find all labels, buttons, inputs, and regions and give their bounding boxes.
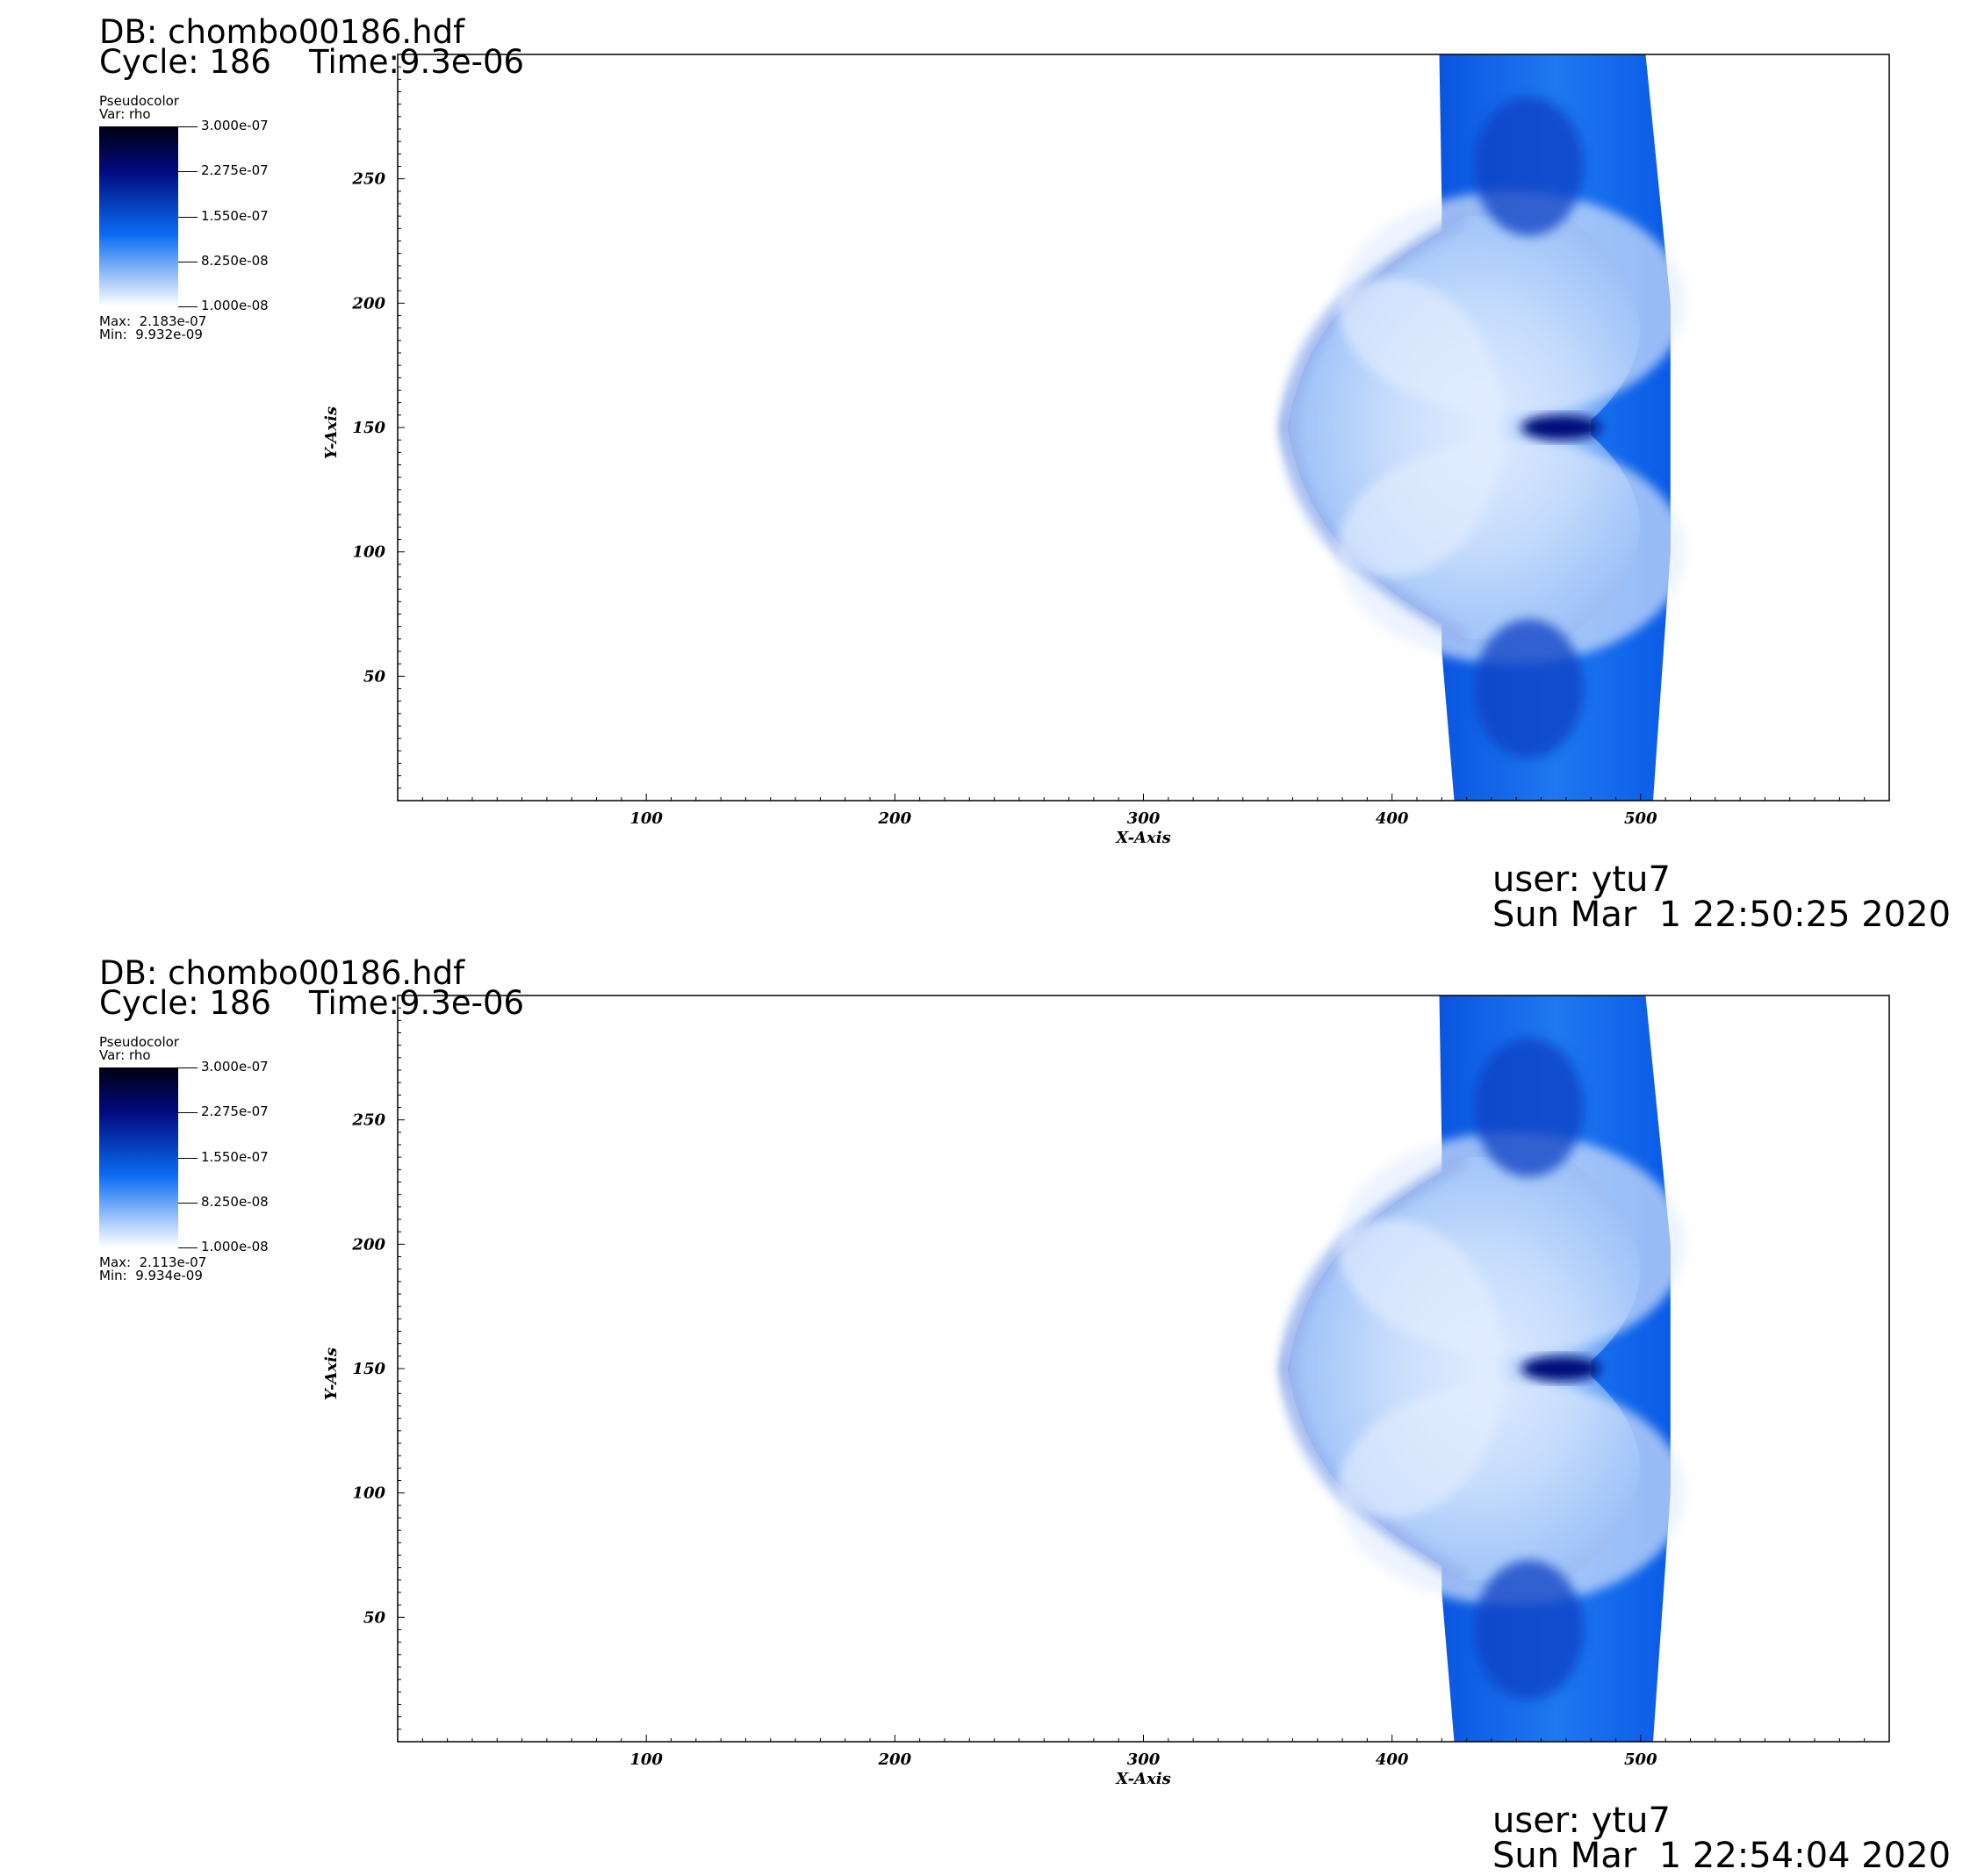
x-tick-label: 400: [1376, 809, 1409, 828]
x-tick-label: 200: [878, 1750, 912, 1769]
colorbar-tick-label: 8.250e-08: [201, 1193, 269, 1210]
legend-var: Var: rho: [99, 1047, 151, 1063]
colorbar: [99, 1067, 178, 1247]
time-label: Time:9.3e-06: [309, 43, 525, 81]
light-region: [1280, 278, 1505, 577]
date-label: Sun Mar 1 22:50:25 2020: [1492, 895, 1952, 935]
x-tick-label: 400: [1376, 1750, 1409, 1769]
y-axis-label: Y-Axis: [322, 406, 341, 459]
colorbar-tick-label: 3.000e-07: [201, 118, 269, 133]
y-tick-label: 150: [352, 1360, 385, 1378]
x-tick-label: 300: [1127, 1750, 1161, 1769]
plot-panel-1: DB: chombo00186.hdf Cycle: 186 Time:9.3e…: [0, 0, 1970, 932]
colorbar-tick-mark: [178, 306, 198, 307]
colorbar-tick-mark: [178, 126, 198, 127]
legend-title: Pseudocolor: [99, 1034, 179, 1050]
vortex: [1474, 97, 1584, 236]
y-tick-label: 50: [363, 1608, 386, 1627]
plot-panel-2: DB: chombo00186.hdf Cycle: 186 Time:9.3e…: [0, 941, 1970, 1873]
colorbar-tick-label: 8.250e-08: [201, 252, 269, 269]
colorbar-tick-label: 3.000e-07: [201, 1059, 269, 1075]
colorbar-tick-label: 1.000e-08: [201, 298, 269, 313]
date-label: Sun Mar 1 22:54:04 2020: [1492, 1836, 1952, 1876]
colorbar-tick-label: 1.000e-08: [201, 1239, 269, 1254]
colorbar: [99, 126, 178, 306]
y-tick-label: 150: [352, 419, 385, 437]
x-tick-label: 500: [1624, 809, 1657, 828]
colorbar-tick-mark: [178, 1247, 198, 1248]
y-tick-label: 200: [351, 1235, 385, 1254]
y-tick-label: 50: [363, 667, 386, 686]
legend-var: Var: rho: [99, 106, 151, 122]
x-tick-label: 100: [629, 809, 663, 828]
time-label: Time:9.3e-06: [309, 984, 525, 1022]
db-label: DB: chombo00186.hdf: [99, 954, 465, 992]
legend-max: Max: 2.113e-07: [99, 1254, 207, 1270]
vortex: [1474, 1038, 1584, 1177]
plot-area: 100 200 300 400 500 X-Axis 50 100 150 200 250 Y-Axi…: [322, 54, 1890, 847]
legend-min: Min: 9.934e-09: [99, 1268, 203, 1283]
y-tick-label: 200: [351, 294, 385, 313]
cycle-label: Cycle: 186: [99, 984, 271, 1022]
colorbar-tick-mark: [178, 171, 198, 173]
y-tick-label: 100: [352, 543, 385, 562]
y-tick-label: 100: [352, 1484, 385, 1503]
colorbar-tick-label: 1.550e-07: [201, 207, 269, 224]
central-jet: [1521, 414, 1601, 441]
legend-title: Pseudocolor: [99, 93, 179, 109]
x-tick-label: 500: [1624, 1750, 1657, 1769]
light-region: [1280, 1219, 1505, 1518]
plot-area: 100 200 300 400 500 X-Axis 50 100 150 200 250 Y-Axi…: [322, 995, 1890, 1788]
vortex: [1474, 619, 1584, 758]
legend-min: Min: 9.932e-09: [99, 327, 203, 342]
density-field: [1280, 54, 1686, 801]
cycle-label: Cycle: 186: [99, 43, 271, 81]
db-label: DB: chombo00186.hdf: [99, 13, 465, 51]
y-axis-label: Y-Axis: [322, 1348, 341, 1400]
colorbar-tick-label: 2.275e-07: [201, 1103, 269, 1120]
colorbar-tick-mark: [178, 1157, 198, 1159]
x-tick-label: 100: [629, 1750, 663, 1769]
x-axis-label: X-Axis: [1115, 1770, 1170, 1788]
colorbar-tick-mark: [178, 1067, 198, 1068]
colorbar-tick-mark: [178, 216, 198, 218]
user-label: user: ytu7: [1492, 859, 1671, 900]
user-label: user: ytu7: [1492, 1801, 1671, 1841]
density-field: [1280, 996, 1686, 1742]
legend-max: Max: 2.183e-07: [99, 313, 207, 329]
x-axis-label: X-Axis: [1115, 829, 1170, 847]
y-tick-label: 250: [351, 1111, 385, 1130]
central-jet: [1521, 1355, 1601, 1382]
x-tick-label: 200: [878, 809, 912, 828]
x-tick-label: 300: [1127, 809, 1161, 828]
colorbar-tick-label: 2.275e-07: [201, 162, 269, 179]
colorbar-tick-mark: [178, 1202, 198, 1204]
y-tick-label: 250: [351, 170, 385, 189]
vortex: [1474, 1560, 1584, 1700]
colorbar-tick-label: 1.550e-07: [201, 1148, 269, 1165]
colorbar-tick-mark: [178, 1112, 198, 1114]
